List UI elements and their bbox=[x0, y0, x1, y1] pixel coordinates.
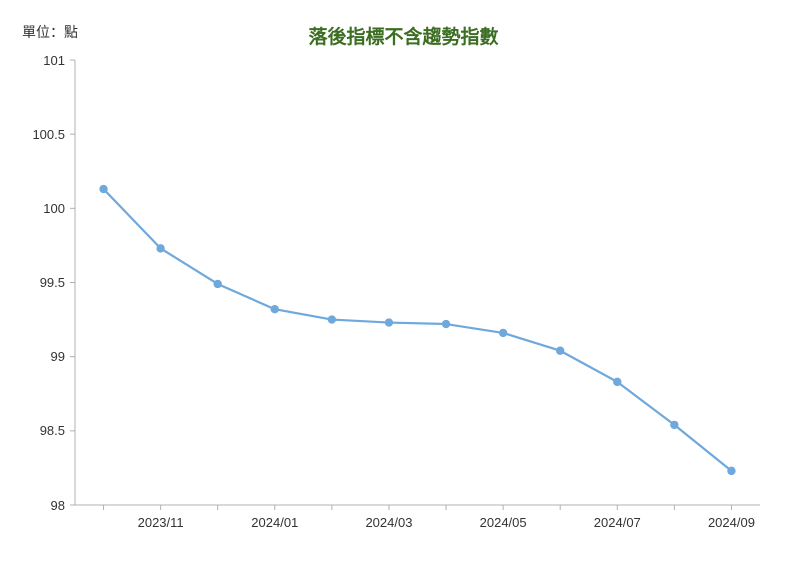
x-tick-label: 2023/11 bbox=[131, 515, 191, 530]
x-tick-label: 2024/05 bbox=[473, 515, 533, 530]
x-tick-label: 2024/01 bbox=[245, 515, 305, 530]
data-point bbox=[214, 280, 222, 288]
y-tick-label: 98.5 bbox=[40, 423, 65, 438]
y-tick-label: 101 bbox=[43, 53, 65, 68]
x-tick-label: 2024/03 bbox=[359, 515, 419, 530]
x-tick-label: 2024/07 bbox=[587, 515, 647, 530]
data-point bbox=[385, 318, 393, 326]
y-tick-label: 99 bbox=[51, 349, 65, 364]
series-line bbox=[104, 189, 732, 471]
y-tick-label: 100 bbox=[43, 201, 65, 216]
data-point bbox=[499, 329, 507, 337]
data-point bbox=[613, 378, 621, 386]
x-tick-label: 2024/09 bbox=[701, 515, 761, 530]
data-point bbox=[99, 185, 107, 193]
data-point bbox=[670, 421, 678, 429]
plot-area bbox=[0, 0, 807, 563]
y-tick-label: 99.5 bbox=[40, 275, 65, 290]
data-point bbox=[328, 315, 336, 323]
data-point bbox=[442, 320, 450, 328]
data-point bbox=[271, 305, 279, 313]
y-tick-label: 98 bbox=[51, 498, 65, 513]
data-point bbox=[556, 347, 564, 355]
y-tick-label: 100.5 bbox=[32, 127, 65, 142]
chart-container: 單位：點 落後指標不含趨勢指數 9898.59999.5100100.51012… bbox=[0, 0, 807, 563]
data-point bbox=[727, 467, 735, 475]
data-point bbox=[156, 244, 164, 252]
